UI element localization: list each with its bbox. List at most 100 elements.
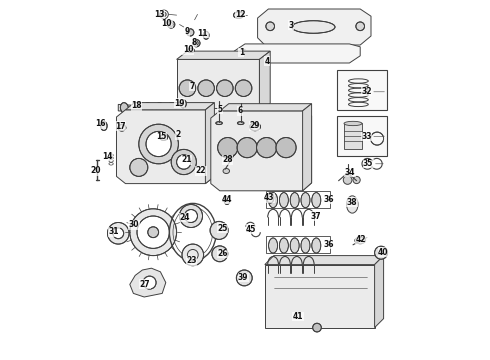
Text: 36: 36	[323, 240, 334, 249]
Text: 34: 34	[345, 168, 355, 177]
Circle shape	[236, 270, 252, 286]
Polygon shape	[265, 265, 374, 328]
Ellipse shape	[160, 135, 168, 140]
Circle shape	[218, 138, 238, 158]
Polygon shape	[220, 104, 312, 111]
Circle shape	[172, 110, 189, 126]
Polygon shape	[118, 104, 180, 114]
Circle shape	[235, 80, 252, 96]
Text: 38: 38	[346, 198, 357, 207]
Text: 32: 32	[362, 87, 372, 96]
Text: 20: 20	[90, 166, 101, 175]
Text: 1: 1	[239, 48, 244, 57]
Ellipse shape	[188, 48, 194, 53]
Ellipse shape	[223, 168, 229, 174]
Circle shape	[237, 138, 257, 158]
Ellipse shape	[121, 103, 128, 113]
Circle shape	[196, 110, 211, 126]
Ellipse shape	[279, 193, 289, 208]
Ellipse shape	[224, 197, 230, 204]
Circle shape	[139, 124, 178, 164]
Circle shape	[217, 80, 233, 96]
Text: 10: 10	[162, 19, 172, 28]
Text: 24: 24	[179, 213, 190, 222]
Text: 13: 13	[154, 10, 165, 19]
Text: 44: 44	[222, 195, 232, 204]
Circle shape	[179, 204, 202, 228]
Circle shape	[343, 176, 352, 184]
Polygon shape	[265, 256, 384, 265]
Text: 3: 3	[288, 21, 294, 30]
Text: 22: 22	[196, 166, 206, 175]
Bar	[344, 123, 362, 149]
Polygon shape	[144, 108, 261, 130]
Text: 12: 12	[235, 10, 246, 19]
Ellipse shape	[233, 12, 244, 18]
Ellipse shape	[290, 193, 299, 208]
Circle shape	[130, 209, 176, 256]
Circle shape	[353, 176, 360, 184]
Text: 30: 30	[129, 220, 139, 229]
Ellipse shape	[346, 196, 358, 213]
Circle shape	[148, 227, 159, 238]
Circle shape	[182, 244, 204, 266]
Circle shape	[187, 29, 194, 36]
Bar	[266, 236, 330, 253]
Polygon shape	[117, 110, 215, 184]
Polygon shape	[125, 103, 215, 110]
Ellipse shape	[269, 193, 277, 208]
Text: 36: 36	[323, 195, 334, 204]
Ellipse shape	[216, 122, 222, 125]
Polygon shape	[234, 44, 360, 63]
Text: 25: 25	[217, 224, 227, 233]
Ellipse shape	[238, 122, 244, 125]
Text: 15: 15	[156, 132, 167, 141]
Text: 9: 9	[185, 27, 190, 36]
Circle shape	[198, 80, 215, 96]
Circle shape	[218, 110, 234, 126]
Ellipse shape	[250, 123, 261, 131]
Circle shape	[185, 210, 197, 222]
Circle shape	[176, 155, 191, 169]
Polygon shape	[205, 103, 215, 184]
Text: 35: 35	[363, 159, 373, 168]
Text: 31: 31	[109, 228, 119, 237]
Text: 40: 40	[378, 248, 389, 257]
Text: 18: 18	[131, 102, 142, 111]
Ellipse shape	[118, 125, 126, 131]
Ellipse shape	[355, 237, 366, 244]
Text: 2: 2	[176, 130, 181, 139]
Ellipse shape	[132, 103, 140, 113]
Text: 23: 23	[187, 256, 197, 265]
Circle shape	[193, 40, 200, 47]
Circle shape	[168, 21, 175, 28]
Circle shape	[276, 138, 296, 158]
Ellipse shape	[144, 103, 152, 113]
Text: 21: 21	[181, 156, 192, 164]
Circle shape	[107, 222, 129, 244]
Circle shape	[179, 80, 196, 96]
Text: 26: 26	[217, 249, 227, 258]
Circle shape	[146, 131, 171, 157]
Text: 45: 45	[246, 225, 256, 234]
Ellipse shape	[180, 100, 186, 108]
Circle shape	[210, 221, 228, 239]
Circle shape	[162, 12, 166, 17]
Polygon shape	[303, 104, 312, 191]
Ellipse shape	[301, 238, 310, 253]
Text: 7: 7	[189, 82, 195, 91]
Text: 42: 42	[356, 235, 366, 243]
Ellipse shape	[301, 193, 310, 208]
Ellipse shape	[312, 238, 321, 253]
Ellipse shape	[267, 193, 274, 203]
Circle shape	[137, 216, 170, 248]
Ellipse shape	[292, 21, 335, 33]
Text: 17: 17	[115, 122, 125, 131]
Ellipse shape	[269, 238, 277, 253]
Bar	[337, 116, 387, 156]
Polygon shape	[176, 51, 270, 59]
Circle shape	[171, 149, 196, 175]
Circle shape	[257, 138, 277, 158]
Circle shape	[313, 323, 321, 332]
Text: 6: 6	[238, 107, 243, 116]
